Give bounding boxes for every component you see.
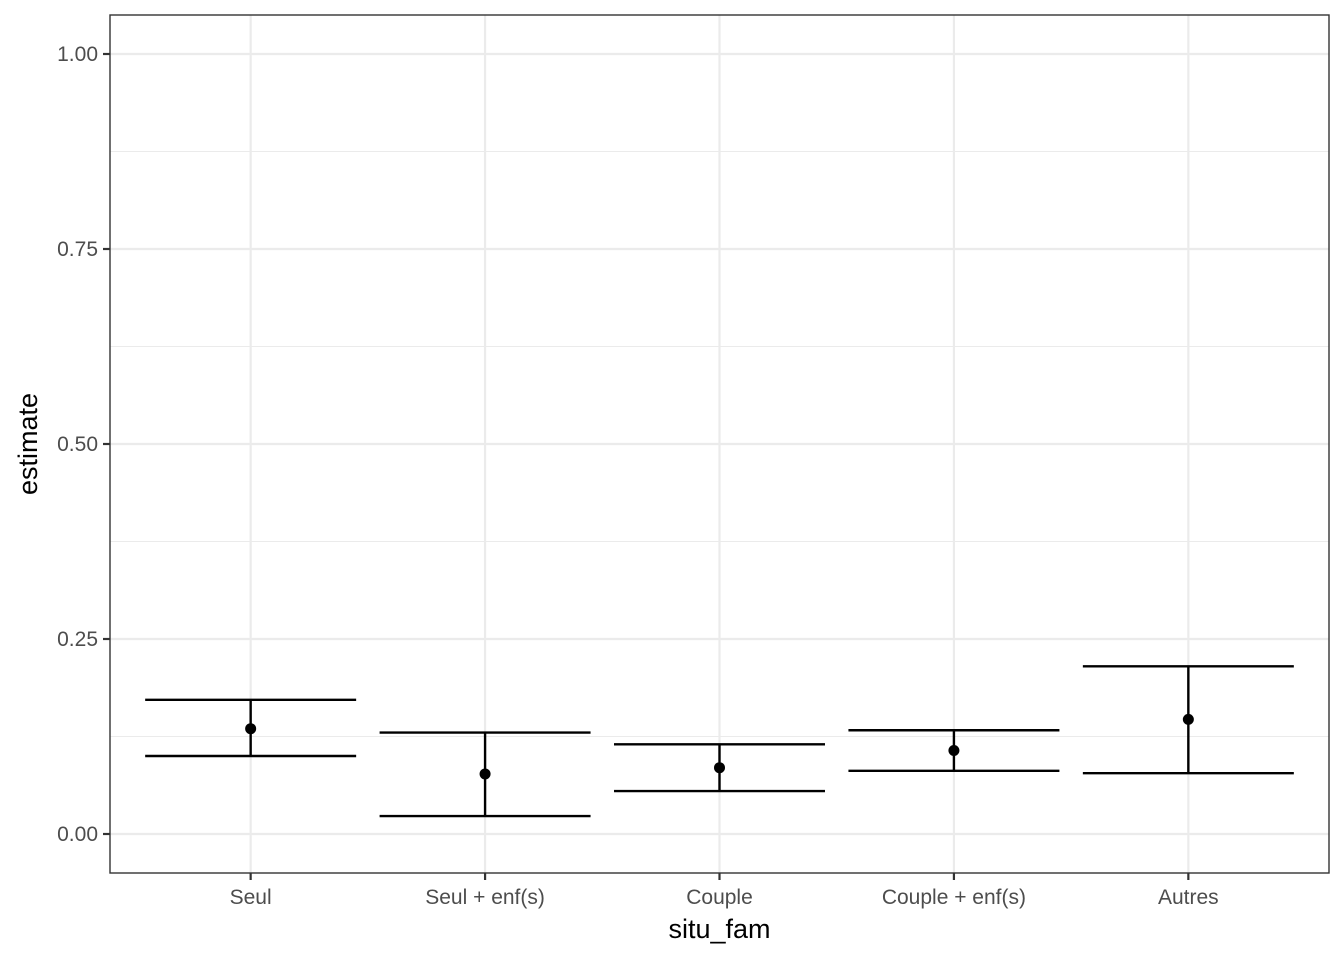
errorbar: [145, 698, 357, 758]
x-axis-title: situ_fam: [668, 914, 770, 944]
estimate-point: [714, 762, 725, 774]
x-tick-label: Autres: [1158, 886, 1219, 909]
errorbar: [848, 729, 1060, 773]
y-tick-label: 0.50: [57, 433, 98, 456]
x-tick-label: Couple: [686, 886, 753, 909]
y-tick-label: 0.00: [57, 823, 98, 846]
errorbar: [1082, 665, 1294, 775]
y-axis-title: estimate: [13, 393, 43, 495]
y-tick-label: 0.25: [57, 628, 98, 651]
estimate-point: [245, 723, 257, 735]
y-tick-label: 0.75: [57, 238, 98, 261]
estimate-point: [1182, 713, 1194, 725]
errorbar: [379, 731, 591, 818]
y-tick-label: 1.00: [57, 43, 98, 66]
axis-ticks: [103, 52, 1190, 880]
y-tick-labels: 0.00 0.25 0.50 0.75 1.00: [57, 43, 98, 846]
x-tick-label: Couple + enf(s): [882, 886, 1026, 909]
plot-marks: [145, 665, 1294, 818]
x-tick-label: Seul: [230, 886, 272, 909]
x-tick-label: Seul + enf(s): [425, 886, 545, 909]
estimate-point: [479, 768, 491, 780]
errorbar: [614, 743, 825, 793]
estimate-point: [948, 745, 960, 757]
x-tick-labels: Seul Seul + enf(s) Couple Couple + enf(s) Au…: [230, 886, 1219, 909]
